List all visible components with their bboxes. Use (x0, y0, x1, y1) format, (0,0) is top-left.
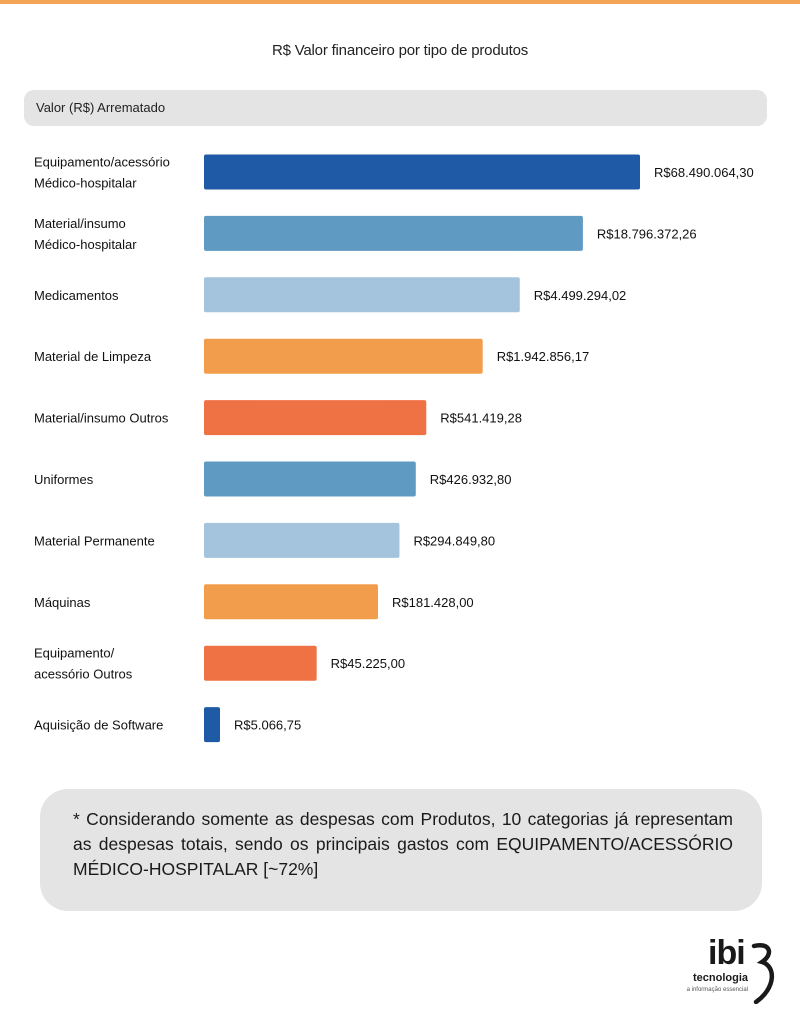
chart-title: R$ Valor financeiro por tipo de produtos (271, 42, 529, 59)
bar-row: Material Permanente R$294.849,80 (34, 522, 495, 558)
bar-row: Uniformes R$426.932,80 (34, 461, 512, 497)
category-label: Material de Limpeza (34, 349, 152, 364)
category-label: Aquisição de Software (34, 718, 163, 733)
category-label: Medicamentos (34, 288, 119, 303)
note-text: * Considerando somente as despesas com P… (73, 809, 733, 879)
value-label: R$4.499.294,02 (534, 288, 627, 303)
value-label: R$68.490.064,30 (654, 165, 754, 180)
bar (204, 584, 378, 620)
bar (204, 522, 400, 558)
bar-row: Material de Limpeza R$1.942.856,17 (34, 338, 590, 374)
column-header-bar: Valor (R$) Arrematado (24, 90, 767, 126)
bar-row: Material/insumo Médico-hospitalar R$18.796… (34, 215, 697, 252)
value-label: R$1.942.856,17 (497, 349, 590, 364)
value-label: R$541.419,28 (440, 411, 522, 426)
bar-row: Material/insumo Outros R$541.419,28 (34, 400, 522, 436)
bar (204, 215, 583, 251)
value-label: R$5.066,75 (234, 718, 301, 733)
bar (204, 707, 220, 743)
note-box: * Considerando somente as despesas com P… (40, 789, 762, 911)
logo-swirl-icon (751, 942, 774, 1004)
category-label: Máquinas (34, 595, 91, 610)
logo-word: ibi (708, 934, 746, 972)
bar-row: Medicamentos R$4.499.294,02 (34, 277, 627, 313)
category-label: Material/insumo Médico-hospitalar (34, 216, 137, 252)
ibi-logo: ibi tecnologia a informação essencial (668, 936, 788, 1008)
category-label: Equipamento/acessório Médico-hospitalar (34, 155, 170, 191)
column-header-label: Valor (R$) Arrematado (36, 100, 166, 115)
value-label: R$18.796.372,26 (597, 226, 697, 241)
bar-chart: Equipamento/acessório Médico-hospitalar R$… (34, 154, 754, 743)
category-label: Equipamento/acessório Outros (34, 646, 133, 682)
bar (204, 461, 416, 497)
logo-subtitle: tecnologia (692, 972, 748, 984)
category-label: Uniformes (34, 472, 94, 487)
bar-row: Equipamento/acessório Outros R$45.225,00 (34, 645, 405, 682)
category-label: Material/insumo Outros (34, 411, 169, 426)
category-label: Material Permanente (34, 533, 155, 548)
bar-row: Aquisição de Software R$5.066,75 (34, 707, 301, 743)
value-label: R$45.225,00 (331, 656, 405, 671)
bar (204, 400, 427, 436)
bar-row: Máquinas R$181.428,00 (34, 584, 474, 620)
bar (204, 645, 317, 681)
bar (204, 154, 640, 190)
logo-tagline: a informação essencial (686, 987, 748, 993)
top-accent-rule (0, 0, 800, 4)
value-label: R$181.428,00 (392, 595, 474, 610)
bar (204, 277, 520, 313)
bar-row: Equipamento/acessório Médico-hospitalar R$… (34, 154, 754, 191)
value-label: R$294.849,80 (413, 533, 495, 548)
value-label: R$426.932,80 (430, 472, 512, 487)
bar (204, 338, 483, 374)
